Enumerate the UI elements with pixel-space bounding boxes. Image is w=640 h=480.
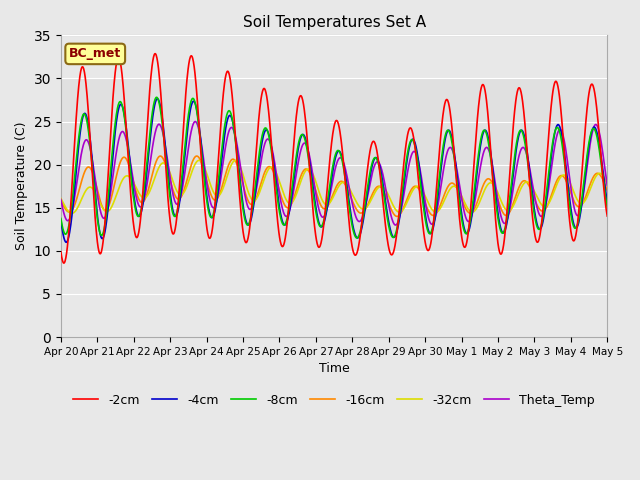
-32cm: [420, 190, 428, 195]
-32cm: [604, 181, 611, 187]
-16cm: [604, 188, 611, 193]
-32cm: [57, 196, 65, 202]
-2cm: [179, 128, 187, 134]
-4cm: [420, 198, 428, 204]
Theta_Temp: [420, 188, 428, 193]
-16cm: [393, 214, 401, 219]
Y-axis label: Soil Temperature (C): Soil Temperature (C): [15, 122, 28, 251]
-2cm: [241, 236, 248, 241]
-8cm: [353, 235, 360, 241]
-32cm: [195, 157, 203, 163]
Theta_Temp: [57, 196, 65, 202]
-16cm: [420, 196, 428, 202]
Theta_Temp: [491, 178, 499, 183]
-4cm: [540, 218, 547, 224]
Line: -16cm: -16cm: [61, 156, 607, 216]
Legend: -2cm, -4cm, -8cm, -16cm, -32cm, Theta_Temp: -2cm, -4cm, -8cm, -16cm, -32cm, Theta_Te…: [68, 389, 600, 412]
-16cm: [157, 153, 164, 159]
-32cm: [540, 203, 547, 209]
-8cm: [604, 204, 611, 210]
X-axis label: Time: Time: [319, 362, 349, 375]
-32cm: [179, 191, 187, 197]
-16cm: [491, 187, 499, 192]
Line: -32cm: -32cm: [61, 160, 607, 214]
-8cm: [420, 204, 428, 210]
-8cm: [240, 212, 248, 217]
-16cm: [166, 175, 173, 181]
-4cm: [179, 169, 187, 175]
-2cm: [151, 51, 159, 57]
-4cm: [241, 210, 248, 216]
-4cm: [154, 96, 161, 102]
-32cm: [166, 168, 173, 174]
-2cm: [166, 216, 173, 222]
-8cm: [179, 165, 187, 170]
-4cm: [166, 187, 173, 193]
-16cm: [540, 208, 547, 214]
Text: BC_met: BC_met: [69, 48, 122, 60]
-8cm: [153, 95, 161, 100]
Line: -8cm: -8cm: [61, 97, 607, 238]
-4cm: [62, 240, 70, 245]
Theta_Temp: [191, 119, 199, 124]
-16cm: [240, 185, 248, 191]
-4cm: [491, 185, 499, 191]
-16cm: [179, 191, 187, 196]
-4cm: [604, 200, 611, 206]
-8cm: [491, 192, 499, 197]
Line: Theta_Temp: Theta_Temp: [61, 121, 607, 225]
Theta_Temp: [540, 212, 547, 217]
-16cm: [57, 198, 65, 204]
Theta_Temp: [392, 222, 399, 228]
Bar: [61, 78, 607, 165]
-8cm: [540, 214, 547, 220]
Line: -2cm: -2cm: [61, 54, 607, 263]
Title: Soil Temperatures Set A: Soil Temperatures Set A: [243, 15, 426, 30]
-8cm: [57, 216, 65, 221]
-32cm: [491, 184, 499, 190]
-2cm: [540, 205, 547, 211]
Theta_Temp: [179, 185, 186, 191]
Line: -4cm: -4cm: [61, 99, 607, 242]
-2cm: [604, 213, 611, 219]
Theta_Temp: [240, 186, 248, 192]
Theta_Temp: [165, 168, 173, 174]
-8cm: [166, 191, 173, 196]
-4cm: [57, 217, 65, 223]
-2cm: [57, 249, 65, 255]
Theta_Temp: [604, 182, 611, 188]
-2cm: [420, 228, 428, 233]
-2cm: [491, 208, 499, 214]
-32cm: [241, 176, 248, 182]
-2cm: [60, 260, 68, 266]
Bar: [61, 165, 607, 251]
-32cm: [68, 211, 76, 216]
